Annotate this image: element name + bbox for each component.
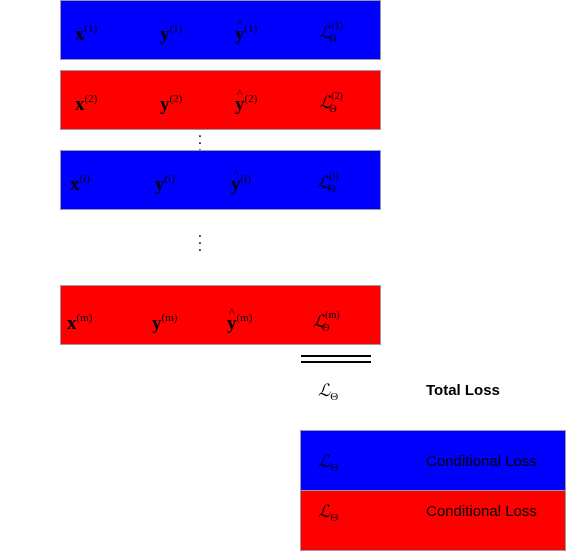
y-symbol: y(1) bbox=[160, 23, 183, 45]
yhat-symbol: y(i) bbox=[231, 167, 251, 194]
conditional-loss-box-2: ℒΘ Conditional Loss bbox=[300, 490, 566, 551]
y-symbol: y(i) bbox=[155, 173, 175, 195]
loss-symbol: ℒ(i)Θ bbox=[317, 171, 339, 195]
loss-symbol: ℒ(2)Θ bbox=[319, 91, 343, 115]
yhat-symbol: y(1) bbox=[235, 17, 257, 44]
sum-double-line-top bbox=[301, 355, 371, 357]
sum-double-line-bottom bbox=[301, 361, 371, 363]
yhat-symbol: y(m) bbox=[227, 306, 252, 333]
x-symbol: x(1) bbox=[75, 23, 98, 45]
loss-symbol: ℒ(1)Θ bbox=[319, 21, 343, 45]
conditional-loss-box-1: ℒΘ Conditional Loss bbox=[300, 430, 566, 491]
y-symbol: y(m) bbox=[152, 312, 178, 334]
conditional-loss-symbol: ℒΘ bbox=[318, 502, 339, 524]
x-symbol: x(i) bbox=[70, 173, 90, 195]
x-symbol: x(m) bbox=[67, 312, 93, 334]
y-symbol: y(2) bbox=[160, 93, 183, 115]
conditional-loss-symbol: ℒΘ bbox=[318, 452, 339, 474]
total-loss-symbol: ℒΘ bbox=[318, 381, 339, 403]
sample-row-1: x(1) y(1) y(1) ℒ(1)Θ bbox=[60, 0, 381, 60]
conditional-loss-label: Conditional Loss bbox=[426, 503, 537, 520]
total-loss-label: Total Loss bbox=[426, 382, 500, 399]
sample-row-2: x(2) y(2) y(2) ℒ(2)Θ bbox=[60, 70, 381, 130]
loss-symbol: ℒ(m)Θ bbox=[313, 310, 340, 334]
vertical-ellipsis: ··· bbox=[197, 229, 203, 259]
sample-row-i: x(i) y(i) y(i) ℒ(i)Θ bbox=[60, 150, 381, 210]
conditional-loss-label: Conditional Loss bbox=[426, 453, 537, 470]
sample-row-m: x(m) y(m) y(m) ℒ(m)Θ bbox=[60, 285, 381, 345]
yhat-symbol: y(2) bbox=[235, 87, 257, 114]
x-symbol: x(2) bbox=[75, 93, 98, 115]
